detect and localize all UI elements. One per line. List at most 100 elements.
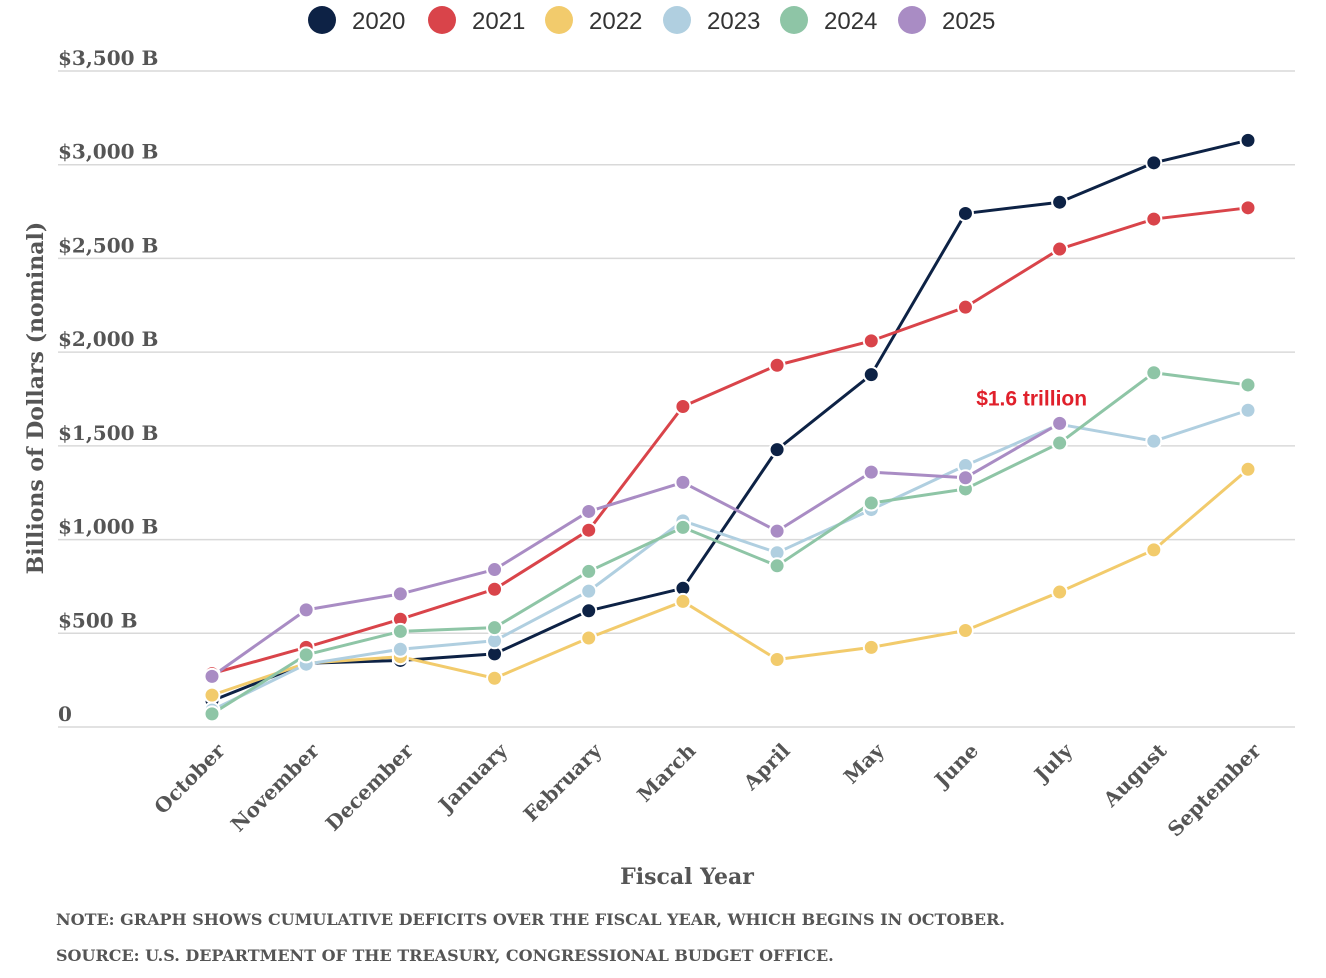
x-tick-label: December [321,738,418,835]
y-tick-label: $1,500 B [58,421,158,445]
legend-label: 2021 [472,8,525,35]
data-point-2022[interactable] [956,621,974,639]
legend-label: 2022 [589,8,642,35]
y-tick-label: $1,000 B [58,515,158,539]
data-point-2022[interactable] [203,686,221,704]
data-point-2021[interactable] [674,397,692,415]
data-point-2025[interactable] [956,469,974,487]
legend-item-2022[interactable]: 2022 [545,6,642,35]
x-tick-label: July [1028,738,1078,788]
legend-item-2020[interactable]: 2020 [308,6,405,35]
data-point-2023[interactable] [1145,432,1163,450]
data-point-2025[interactable] [1051,414,1069,432]
data-point-2020[interactable] [1239,131,1257,149]
y-tick-label: $3,500 B [58,46,158,70]
legend-swatch [663,6,691,34]
data-point-2020[interactable] [1051,193,1069,211]
x-tick-label: January [432,738,513,819]
legend-item-2025[interactable]: 2025 [898,6,995,35]
data-point-2025[interactable] [862,463,880,481]
data-point-2024[interactable] [580,562,598,580]
data-point-2024[interactable] [674,518,692,536]
series-line-2022 [211,468,1249,697]
data-point-2024[interactable] [862,494,880,512]
chart-series-points [203,131,1257,723]
data-point-2020[interactable] [768,441,786,459]
series-line-2023 [211,408,1249,712]
data-point-2025[interactable] [674,473,692,491]
data-point-2025[interactable] [203,667,221,685]
x-tick-label: September [1163,738,1266,841]
data-point-2021[interactable] [862,332,880,350]
x-tick-label: August [1098,738,1172,812]
data-point-2024[interactable] [203,705,221,723]
x-axis-title: Fiscal Year [620,864,754,890]
x-tick-label: May [839,738,890,789]
legend-swatch [545,6,573,34]
data-point-2022[interactable] [1239,460,1257,478]
data-point-2021[interactable] [768,356,786,374]
data-point-2024[interactable] [1239,376,1257,394]
data-point-2023[interactable] [580,582,598,600]
y-tick-label: $3,000 B [58,140,158,164]
data-point-2020[interactable] [1145,154,1163,172]
data-point-2020[interactable] [862,366,880,384]
data-point-2021[interactable] [1051,240,1069,258]
data-point-2025[interactable] [768,522,786,540]
footnote-source: SOURCE: U.S. DEPARTMENT OF THE TREASURY,… [56,946,834,965]
data-point-2024[interactable] [1145,364,1163,382]
legend-label: 2025 [942,8,995,35]
chart-gridlines [58,70,1295,728]
series-line-2024 [211,371,1249,716]
legend-label: 2024 [824,8,877,35]
data-point-2021[interactable] [1145,210,1163,228]
legend-swatch [428,6,456,34]
y-tick-label: $2,500 B [58,233,158,257]
data-point-2020[interactable] [956,204,974,222]
x-tick-label: June [928,739,983,794]
data-point-2023[interactable] [1239,401,1257,419]
data-point-2020[interactable] [580,602,598,620]
chart-annotation: $1.6 trillion [976,387,1087,410]
data-point-2021[interactable] [580,521,598,539]
data-point-2021[interactable] [1239,199,1257,217]
legend-swatch [780,6,808,34]
x-tick-label: November [226,738,324,836]
data-point-2023[interactable] [391,640,409,658]
data-point-2025[interactable] [297,601,315,619]
data-point-2025[interactable] [486,561,504,579]
data-point-2025[interactable] [580,502,598,520]
legend-item-2021[interactable]: 2021 [428,6,525,35]
x-tick-label: April [738,738,795,795]
legend-label: 2020 [352,8,405,35]
y-axis-title: Billions of Dollars (nominal) [23,222,49,575]
data-point-2022[interactable] [768,651,786,669]
data-point-2022[interactable] [1145,541,1163,559]
data-point-2022[interactable] [580,629,598,647]
data-point-2022[interactable] [674,592,692,610]
legend-item-2023[interactable]: 2023 [663,6,760,35]
legend-swatch [308,6,336,34]
data-point-2024[interactable] [1051,434,1069,452]
data-point-2025[interactable] [391,585,409,603]
x-tick-label: October [149,738,230,819]
data-point-2024[interactable] [486,619,504,637]
y-tick-label: $500 B [58,608,138,632]
y-tick-label: 0 [58,702,72,726]
data-point-2024[interactable] [297,646,315,664]
legend-label: 2023 [707,8,760,35]
data-point-2022[interactable] [486,669,504,687]
data-point-2024[interactable] [391,622,409,640]
data-point-2021[interactable] [486,580,504,598]
chart-series-lines [211,138,1249,716]
data-point-2022[interactable] [862,638,880,656]
y-axis-ticks: 0 $500 B $1,000 B $1,500 B $2,000 B $2,500 B $… [58,46,158,726]
data-point-2022[interactable] [1051,583,1069,601]
data-point-2021[interactable] [956,298,974,316]
legend-swatch [898,6,926,34]
series-line-2021 [211,206,1249,676]
data-point-2024[interactable] [768,557,786,575]
legend-item-2024[interactable]: 2024 [780,6,877,35]
x-tick-label: February [519,738,608,827]
